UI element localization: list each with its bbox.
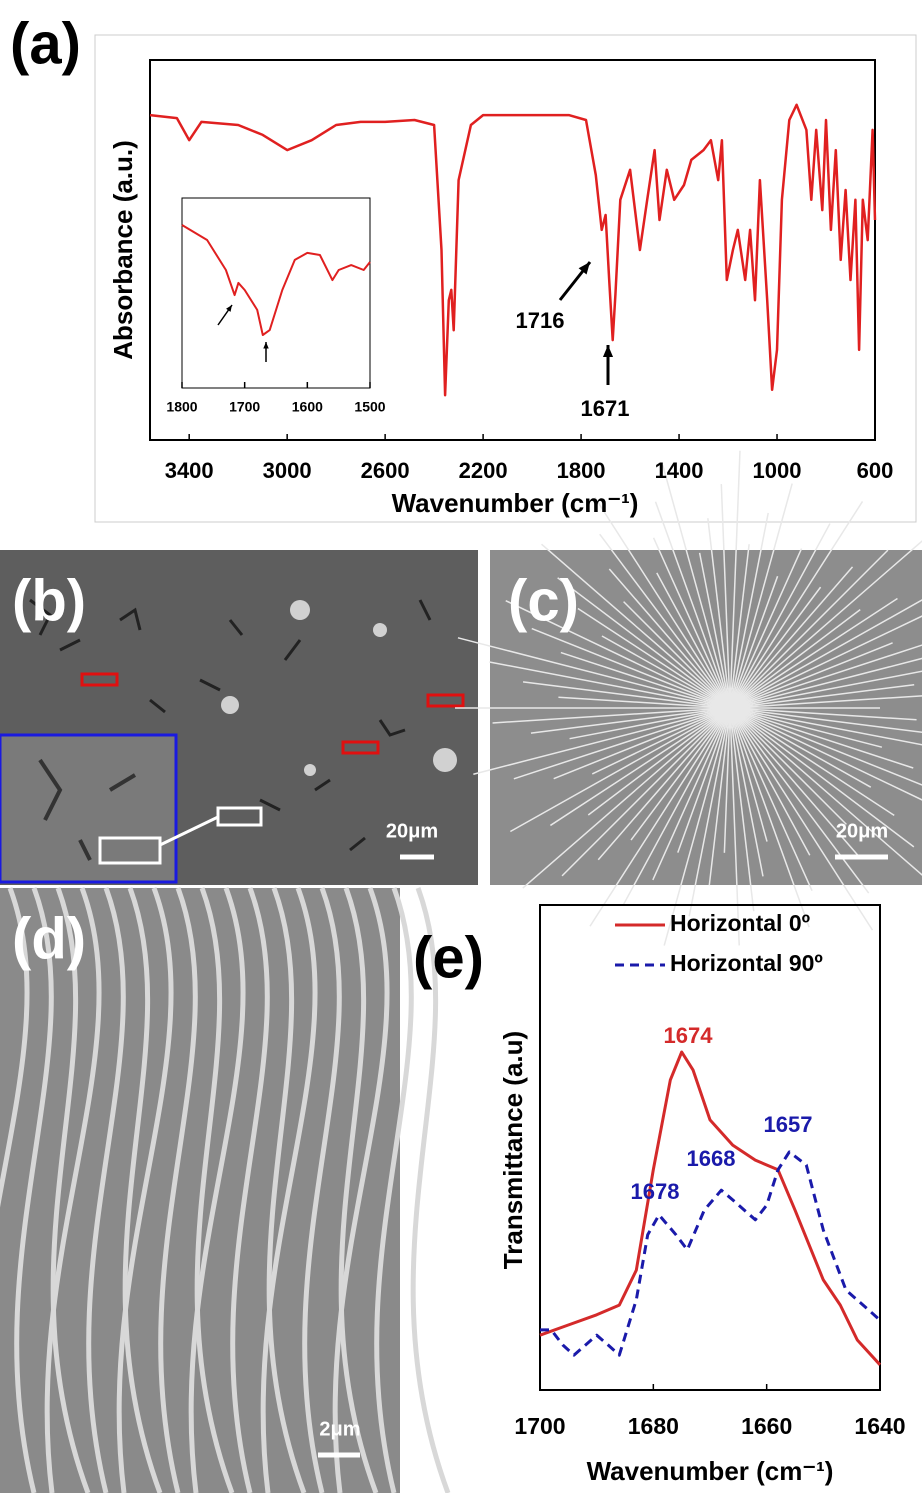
panel-label: (d) [12,906,86,971]
panel-label: (c) [508,568,579,633]
legend-label: Horizontal 0º [670,910,810,936]
data-line [540,1052,880,1365]
panel-label: (b) [12,568,86,633]
x-tick-label: 1000 [753,458,802,483]
panel-label: (a) [10,11,81,76]
x-tick-label: 1400 [655,458,704,483]
x-tick-label: 1700 [514,1413,565,1439]
x-axis-title: Wavenumber (cm⁻¹) [587,1456,834,1486]
annotation: 1678 [631,1179,680,1204]
y-axis-title: Absorbance (a.u.) [108,140,138,360]
x-tick-label: 3000 [263,458,312,483]
x-tick-label: 600 [857,458,894,483]
inset-bg [182,198,370,388]
arrow-head [603,345,613,357]
x-tick-label: 2600 [361,458,410,483]
legend-label: Horizontal 90º [670,950,823,976]
x-tick-label: 1600 [292,399,323,415]
x-tick-label: 1680 [628,1413,679,1439]
x-tick-label: 1700 [229,399,260,415]
y-axis-title: Transmittance (a.u) [498,1031,528,1269]
micrograph-c [455,451,922,946]
data-line [540,1152,880,1355]
annotation: 1671 [581,396,630,421]
annotation: 1657 [764,1112,813,1137]
annotation: 1674 [664,1023,714,1048]
x-tick-label: 1800 [557,458,606,483]
scale-bar-label: 20μm [386,820,438,842]
scale-bar-label: 20μm [836,820,888,842]
micrograph-d [0,888,448,1493]
x-tick-label: 1640 [854,1413,905,1439]
figure: (a) (e) (b) 20μm (c) 20μm (d) 2μm 3400 30… [0,0,922,1493]
scale-bar-label: 2μm [319,1418,360,1440]
x-tick-label: 1660 [741,1413,792,1439]
x-tick-label: 1500 [354,399,385,415]
page: (a) (e) (b) 20μm (c) 20μm (d) 2μm 3400 30… [0,0,922,1493]
x-tick-label: 2200 [459,458,508,483]
x-tick-label: 1800 [166,399,197,415]
annotation: 1668 [687,1146,736,1171]
x-axis-title: Wavenumber (cm⁻¹) [392,488,639,518]
x-tick-label: 3400 [165,458,214,483]
panel-label: (e) [413,925,484,990]
annotation: 1716 [516,308,565,333]
